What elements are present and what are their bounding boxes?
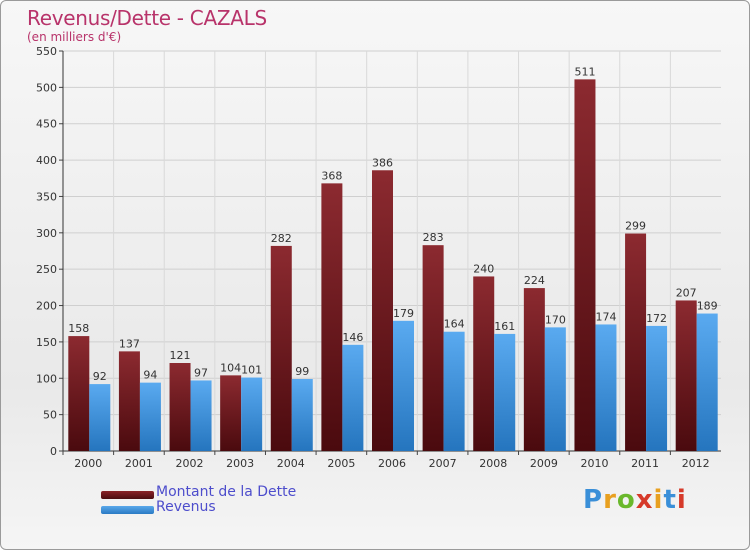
bar-revenus-2010 (595, 324, 617, 451)
bar-revenus-2006 (393, 320, 414, 451)
bar-revenus-2001 (139, 382, 161, 451)
y-tick-label: 0 (50, 445, 57, 458)
bar-dette-2007 (422, 245, 444, 451)
x-tick-label: 2000 (74, 457, 102, 470)
data-label-revenus-2009: 170 (545, 313, 566, 326)
bar-dette-2012 (675, 300, 697, 451)
y-tick-label: 250 (36, 263, 57, 276)
x-tick-label: 2005 (327, 457, 355, 470)
y-tick-label: 550 (36, 45, 57, 58)
data-label-dette-2011: 299 (625, 220, 646, 233)
bar-revenus-2004 (291, 379, 313, 451)
bar-revenus-2008 (494, 333, 516, 451)
bar-revenus-2005 (342, 344, 364, 451)
x-tick-label: 2007 (429, 457, 457, 470)
bar-dette-2008 (473, 276, 495, 451)
y-tick-label: 50 (43, 409, 57, 422)
data-label-dette-2000: 158 (68, 322, 89, 335)
data-label-dette-2012: 207 (676, 286, 697, 299)
logo-letter: P (583, 485, 604, 515)
x-tick-label: 2001 (125, 457, 153, 470)
x-tick-label: 2004 (277, 457, 305, 470)
x-tick-label: 2003 (226, 457, 254, 470)
axes: 0 50 100 150 200 250 300 350 400 450 500 550 2000 200… (36, 45, 721, 470)
data-label-dette-2002: 121 (170, 349, 191, 362)
data-label-revenus-2005: 146 (342, 331, 363, 344)
logo-letter: o (616, 485, 636, 515)
data-label-revenus-2000: 92 (93, 370, 107, 383)
data-label-revenus-2002: 97 (194, 366, 208, 379)
bar-dette-2003 (220, 375, 242, 451)
data-label-dette-2009: 224 (524, 274, 545, 287)
bars (68, 79, 718, 452)
logo-letter: i (676, 485, 687, 515)
data-label-revenus-2008: 161 (494, 320, 515, 333)
y-tick-label: 200 (36, 300, 57, 313)
bar-revenus-2000 (89, 384, 111, 451)
bar-revenus-2009 (544, 327, 566, 451)
bar-dette-2001 (118, 351, 140, 451)
bar-revenus-2002 (190, 380, 212, 451)
data-label-revenus-2012: 189 (697, 300, 718, 313)
bar-revenus-2007 (443, 331, 465, 451)
proxiti-logo: Proxiti (583, 485, 687, 515)
bar-dette-2005 (321, 183, 343, 451)
bar-revenus-2012 (696, 313, 718, 451)
y-tick-label: 150 (36, 336, 57, 349)
data-label-dette-2010: 511 (574, 65, 595, 78)
logo-letter: x (635, 485, 654, 515)
data-label-dette-2005: 368 (321, 169, 342, 182)
y-tick-label: 450 (36, 118, 57, 131)
y-tick-label: 350 (36, 190, 57, 203)
bar-revenus-2003 (241, 377, 263, 451)
logo-letter: i (653, 485, 664, 515)
y-tick-label: 400 (36, 154, 57, 167)
data-label-revenus-2003: 101 (241, 364, 262, 377)
data-label-revenus-2001: 94 (143, 369, 157, 382)
chart-title: Revenus/Dette - CAZALS (27, 6, 267, 30)
legend-label-revenus: Revenus (156, 499, 216, 515)
bar-revenus-2011 (646, 325, 668, 451)
y-tick-label: 100 (36, 372, 57, 385)
x-tick-label: 2002 (176, 457, 204, 470)
bar-dette-2002 (169, 363, 191, 451)
bar-dette-2010 (574, 79, 596, 451)
data-label-dette-2008: 240 (473, 262, 494, 275)
x-tick-label: 2010 (580, 457, 608, 470)
x-tick-label: 2006 (378, 457, 406, 470)
data-label-dette-2007: 283 (423, 231, 444, 244)
logo-letter: r (603, 485, 617, 515)
logo-letter: t (663, 485, 677, 515)
legend-swatch-revenus (101, 506, 154, 514)
bar-dette-2009 (523, 288, 545, 451)
data-label-revenus-2004: 99 (295, 365, 309, 378)
bar-dette-2000 (68, 336, 90, 451)
data-label-revenus-2007: 164 (444, 318, 465, 331)
data-label-revenus-2006: 179 (393, 307, 414, 320)
data-label-dette-2004: 282 (271, 232, 292, 245)
data-label-revenus-2011: 172 (646, 312, 667, 325)
data-label-dette-2003: 104 (220, 361, 241, 374)
x-tick-label: 2008 (479, 457, 507, 470)
bar-dette-2004 (270, 245, 292, 451)
legend-label-dette: Montant de la Dette (156, 484, 297, 500)
data-label-dette-2001: 137 (119, 337, 140, 350)
bar-dette-2011 (625, 233, 647, 451)
y-tick-label: 500 (36, 81, 57, 94)
y-tick-label: 300 (36, 227, 57, 240)
chart-subtitle: (en milliers d'€) (27, 30, 122, 44)
x-tick-label: 2009 (530, 457, 558, 470)
data-label-revenus-2010: 174 (595, 310, 616, 323)
x-tick-label: 2012 (682, 457, 710, 470)
x-tick-label: 2011 (631, 457, 659, 470)
bar-dette-2006 (372, 170, 393, 452)
legend-swatch-dette (101, 491, 154, 499)
data-label-dette-2006: 386 (372, 156, 393, 169)
